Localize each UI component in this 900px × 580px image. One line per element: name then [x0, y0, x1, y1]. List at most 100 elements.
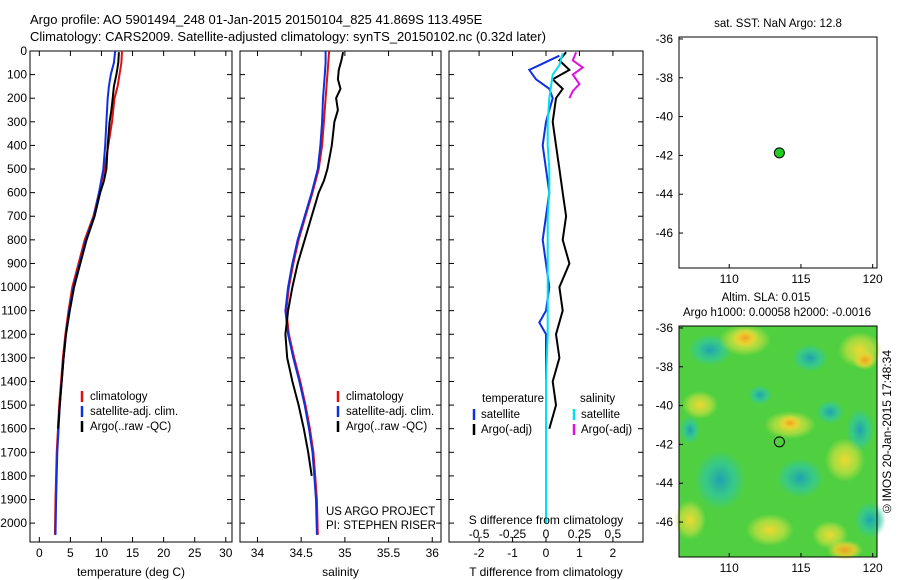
- salinity-xtick-label: 35: [338, 546, 352, 560]
- difference-x-axis-label: T difference from climatology: [469, 565, 623, 579]
- depth-tick-label: 400: [7, 138, 27, 152]
- difference-xtick-label: -2: [474, 546, 485, 560]
- salinity-xtick-label: 36: [426, 546, 440, 560]
- difference-series-line-2: [545, 53, 564, 524]
- map_sst-frame: [678, 36, 878, 269]
- depth-tick-label: 800: [7, 233, 27, 247]
- difference-xtick-label: -1: [507, 546, 518, 560]
- temperature-xtick-label: 5: [67, 546, 74, 560]
- map_sla-ytick-label: -44: [656, 476, 674, 490]
- map_sla-ytick-label: -42: [656, 437, 674, 451]
- salinity-series-line-1: [284, 51, 327, 535]
- depth-tick-label: 300: [7, 115, 27, 129]
- depth-tick-label: 2000: [0, 516, 27, 530]
- depth-tick-label: 100: [7, 68, 27, 82]
- sla-heatmap-blob: [778, 415, 802, 431]
- figure-title-line1: Argo profile: AO 5901494_248 01-Jan-2015…: [30, 12, 483, 27]
- sla-heatmap-blob: [748, 385, 772, 405]
- map_sla-xtick-label: 110: [720, 561, 739, 575]
- salinity-legend-label: Argo(..raw -QC): [346, 421, 427, 433]
- temperature-legend-label: climatology: [90, 391, 148, 403]
- difference-salinity-tick-label: 0.5: [605, 527, 622, 541]
- depth-tick-label: 1900: [0, 493, 27, 507]
- salinity-legend-label: climatology: [346, 391, 404, 403]
- difference-salinity-tick-label: -0.25: [499, 527, 527, 541]
- timestamp-stamp: ©IMOS 20-Jan-2015 17:48:34: [880, 350, 894, 516]
- map_sla-xtick-label: 115: [791, 561, 810, 575]
- temperature-plot-frame: [29, 50, 233, 543]
- difference-xtick-label: 0: [543, 546, 550, 560]
- salinity-x-axis-label: salinity: [322, 565, 359, 579]
- map_sla-xtick-label: 120: [863, 561, 883, 575]
- difference-legend-title-salinity: salinity: [580, 393, 615, 405]
- temperature-legend-label: Argo(..raw -QC): [90, 421, 171, 433]
- difference-series-line-0: [527, 54, 560, 524]
- temperature-series-line-1: [54, 50, 117, 535]
- difference-xtick-label: 2: [610, 546, 617, 560]
- difference-salinity-tick-label: 0.25: [568, 527, 592, 541]
- temperature-xtick-label: 20: [157, 546, 171, 560]
- map_sla-ytick-label: -38: [656, 360, 674, 374]
- difference-legend-label-t: Argo(-adj): [481, 424, 532, 436]
- salinity-plot-frame: [239, 50, 442, 543]
- map_sla-frame: [678, 325, 878, 558]
- depth-tick-label: 1200: [0, 327, 27, 341]
- sla-heatmap-blob: [680, 416, 700, 444]
- temperature-x-axis-label: temperature (deg C): [77, 565, 185, 579]
- depth-tick-label: 1800: [0, 469, 27, 483]
- temperature-xtick-label: 10: [95, 546, 109, 560]
- map_sst-ytick-label: -42: [656, 148, 674, 162]
- sla-heatmap-blob: [746, 514, 794, 546]
- map_sst-xtick-label: 120: [863, 272, 883, 286]
- temperature-series-line-0: [53, 50, 123, 535]
- depth-tick-label: 1500: [0, 398, 27, 412]
- depth-tick-label: 1400: [0, 374, 27, 388]
- depth-tick-label: 500: [7, 162, 27, 176]
- credit-project: US ARGO PROJECT: [326, 506, 435, 518]
- sla-heatmap-blob: [816, 400, 844, 424]
- map_sla-ytick-label: -46: [656, 515, 674, 529]
- depth-tick-label: 1700: [0, 445, 27, 459]
- sla-heatmap-blob: [853, 350, 877, 370]
- depth-tick-label: 1000: [0, 280, 27, 294]
- difference-salinity-tick-label: -0.5: [469, 527, 490, 541]
- difference-xtick-label: 1: [576, 546, 583, 560]
- depth-tick-label: 1300: [0, 351, 27, 365]
- credit-pi: PI: STEPHEN RISER: [326, 520, 436, 532]
- map_sst-xtick-label: 110: [720, 272, 739, 286]
- map-sst-title: sat. SST: NaN Argo: 12.8: [714, 18, 842, 30]
- difference-legend-label-s: Argo(-adj): [581, 424, 632, 436]
- sla-heatmap-blob: [776, 458, 824, 498]
- difference-series-line-1: [548, 51, 572, 429]
- depth-tick-label: 200: [7, 91, 27, 105]
- depth-tick-label: 600: [7, 186, 27, 200]
- difference-legend-label-t: satellite: [481, 409, 520, 421]
- sla-heatmap-blob: [682, 391, 718, 419]
- salinity-series-line-2: [284, 51, 345, 477]
- temperature-series-line-2: [57, 52, 120, 429]
- sla-heatmap-blob: [825, 438, 865, 482]
- map_sst-xtick-label: 115: [791, 272, 810, 286]
- sla-heatmap-blob: [854, 502, 886, 538]
- sla-heatmap-blob: [827, 540, 863, 560]
- map_sst-ytick-label: -44: [656, 187, 674, 201]
- map_sst-ytick-label: -40: [656, 110, 674, 124]
- map_sst-argo-location-marker: [773, 147, 785, 159]
- depth-tick-label: 0: [20, 44, 27, 58]
- salinity-xtick-label: 34: [251, 546, 265, 560]
- sla-heatmap-blob: [731, 328, 759, 348]
- sla-heatmap-blob: [694, 450, 746, 510]
- difference-salinity-tick-label: 0: [543, 527, 550, 541]
- temperature-xtick-label: 25: [188, 546, 202, 560]
- temperature-legend-label: satellite-adj. clim.: [90, 406, 178, 418]
- map_sla-ytick-label: -40: [656, 399, 674, 413]
- map_sst-ytick-label: -38: [656, 71, 674, 85]
- depth-tick-label: 900: [7, 256, 27, 270]
- figure-title-line2: Climatology: CARS2009. Satellite-adjuste…: [30, 29, 546, 44]
- depth-tick-label: 1600: [0, 422, 27, 436]
- map-sla-subtitle: Argo h1000: 0.00058 h2000: -0.0016: [683, 307, 871, 319]
- map_sst-ytick-label: -36: [656, 32, 674, 46]
- map-sla-title: Altim. SLA: 0.015: [722, 292, 811, 304]
- depth-tick-label: 1100: [1, 304, 27, 318]
